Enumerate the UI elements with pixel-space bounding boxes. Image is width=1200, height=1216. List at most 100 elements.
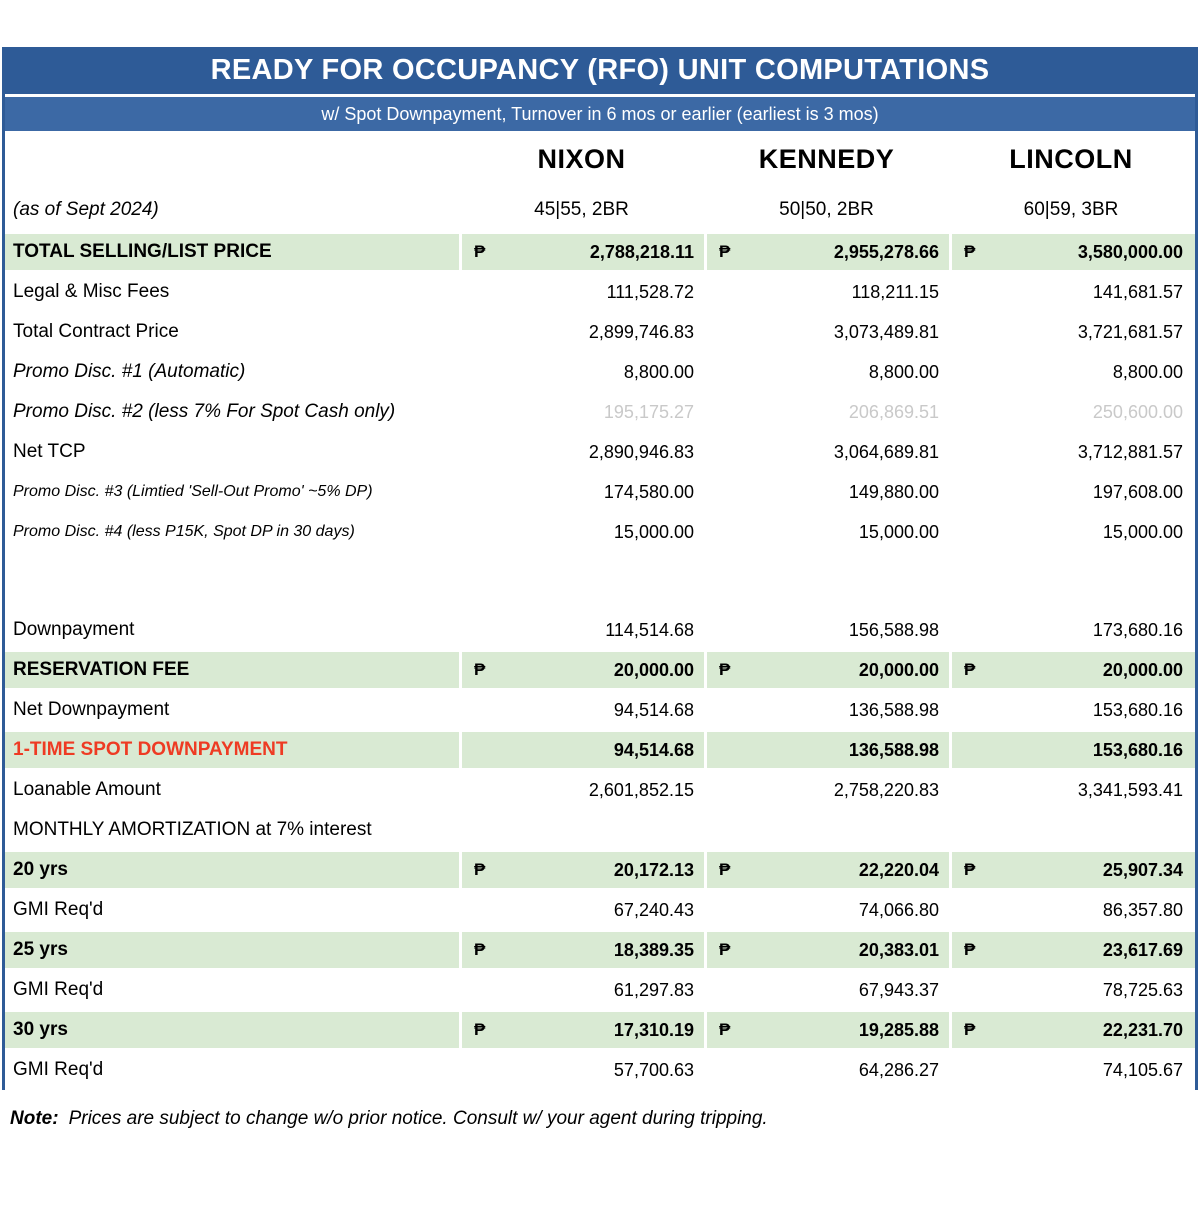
- value-cell: ₱ 17,310.19: [459, 1012, 704, 1048]
- table-row: GMI Req'd 57,700.63 64,286.27 74,105.67: [5, 1050, 1195, 1090]
- peso-sign: ₱: [474, 1020, 486, 1039]
- row-label: Total Contract Price: [13, 321, 179, 342]
- value-number: 15,000.00: [858, 521, 939, 542]
- value-number: 136,588.98: [848, 699, 939, 720]
- value-number: 15,000.00: [613, 521, 694, 542]
- column-spec-kennedy: 50|50, 2BR: [779, 198, 874, 220]
- row-label: Promo Disc. #3 (Limtied 'Sell-Out Promo'…: [13, 483, 373, 500]
- value-number: 78,725.63: [1102, 979, 1183, 1000]
- value-cell: [459, 810, 704, 850]
- peso-sign: ₱: [719, 860, 731, 879]
- table-row: GMI Req'd 67,240.43 74,066.80 86,357.80: [5, 890, 1195, 930]
- value-cell: 141,681.57: [949, 272, 1193, 312]
- peso-sign: ₱: [719, 940, 731, 959]
- row-label: 20 yrs: [13, 859, 68, 880]
- table-row: Net Downpayment 94,514.68 136,588.98 153…: [5, 690, 1195, 730]
- value-number: 8,800.00: [623, 361, 694, 382]
- value-number: 94,514.68: [613, 699, 694, 720]
- value-number: 23,617.69: [1102, 939, 1183, 960]
- value-cell: [704, 552, 949, 610]
- value-number: 57,700.63: [613, 1059, 694, 1080]
- value-number: 136,588.98: [848, 739, 939, 760]
- table-row: GMI Req'd 61,297.83 67,943.37 78,725.63: [5, 970, 1195, 1010]
- value-number: 111,528.72: [606, 281, 694, 302]
- value-number: 3,064,689.81: [833, 441, 939, 462]
- value-cell: 8,800.00: [949, 352, 1193, 392]
- value-cell: ₱ 18,389.35: [459, 932, 704, 968]
- value-cell: 86,357.80: [949, 890, 1193, 930]
- value-number: 74,066.80: [858, 899, 939, 920]
- as-of-label: (as of Sept 2024): [13, 198, 159, 220]
- value-cell: 15,000.00: [459, 512, 704, 552]
- value-cell: 3,721,681.57: [949, 312, 1193, 352]
- value-number: 20,000.00: [613, 659, 694, 680]
- value-cell: 153,680.16: [949, 732, 1193, 768]
- value-number: 20,000.00: [858, 659, 939, 680]
- value-number: 67,240.43: [613, 899, 694, 920]
- value-number: 195,175.27: [603, 401, 694, 422]
- table-rows: TOTAL SELLING/LIST PRICE ₱ 2,788,218.11 …: [5, 232, 1195, 1090]
- value-number: 8,800.00: [1112, 361, 1183, 382]
- row-label: Legal & Misc Fees: [13, 281, 170, 302]
- row-label: 30 yrs: [13, 1019, 68, 1040]
- row-label: Loanable Amount: [13, 779, 161, 800]
- row-label: MONTHLY AMORTIZATION at 7% interest: [13, 819, 372, 840]
- peso-sign: ₱: [719, 1020, 731, 1039]
- value-number: 17,310.19: [613, 1019, 694, 1040]
- row-label: Promo Disc. #4 (less P15K, Spot DP in 30…: [13, 523, 355, 540]
- column-spec-lincoln: 60|59, 3BR: [1023, 198, 1119, 220]
- value-cell: 2,601,852.15: [459, 770, 704, 810]
- row-label: RESERVATION FEE: [13, 659, 190, 680]
- value-cell: 74,105.67: [949, 1050, 1193, 1090]
- row-label: TOTAL SELLING/LIST PRICE: [13, 241, 272, 262]
- table-row: 25 yrs ₱ 18,389.35 ₱ 20,383.01 ₱ 23,617.…: [5, 930, 1195, 970]
- value-cell: [704, 810, 949, 850]
- value-cell: 3,712,881.57: [949, 432, 1193, 472]
- value-cell: 2,899,746.83: [459, 312, 704, 352]
- value-number: 197,608.00: [1092, 481, 1183, 502]
- note-prefix: Note:: [10, 1108, 59, 1129]
- value-cell: 74,066.80: [704, 890, 949, 930]
- row-label: Downpayment: [13, 619, 135, 640]
- value-number: 2,601,852.15: [588, 779, 694, 800]
- value-number: 153,680.16: [1092, 739, 1183, 760]
- table-row: Downpayment 114,514.68 156,588.98 173,68…: [5, 610, 1195, 650]
- value-number: 74,105.67: [1102, 1059, 1183, 1080]
- value-cell: 149,880.00: [704, 472, 949, 512]
- value-cell: 114,514.68: [459, 610, 704, 650]
- table-row: TOTAL SELLING/LIST PRICE ₱ 2,788,218.11 …: [5, 232, 1195, 272]
- peso-sign: ₱: [964, 1020, 976, 1039]
- table-row: Legal & Misc Fees 111,528.72 118,211.15 …: [5, 272, 1195, 312]
- value-number: 2,758,220.83: [833, 779, 939, 800]
- table-row: 30 yrs ₱ 17,310.19 ₱ 19,285.88 ₱ 22,231.…: [5, 1010, 1195, 1050]
- table-row: Promo Disc. #1 (Automatic) 8,800.00 8,80…: [5, 352, 1195, 392]
- value-cell: 78,725.63: [949, 970, 1193, 1010]
- peso-sign: ₱: [964, 940, 976, 959]
- value-cell: 2,890,946.83: [459, 432, 704, 472]
- value-cell: ₱ 22,231.70: [949, 1012, 1193, 1048]
- value-number: 3,721,681.57: [1077, 321, 1183, 342]
- value-number: 20,383.01: [858, 939, 939, 960]
- rfo-computation-sheet: READY FOR OCCUPANCY (RFO) UNIT COMPUTATI…: [2, 47, 1198, 1090]
- value-cell: ₱ 2,955,278.66: [704, 234, 949, 270]
- row-label: Promo Disc. #1 (Automatic): [13, 361, 246, 382]
- value-number: 2,955,278.66: [833, 241, 939, 262]
- value-cell: 15,000.00: [704, 512, 949, 552]
- value-cell: 153,680.16: [949, 690, 1193, 730]
- column-name-kennedy: KENNEDY: [758, 143, 895, 174]
- row-label: Promo Disc. #2 (less 7% For Spot Cash on…: [13, 401, 396, 422]
- table-row: Promo Disc. #2 (less 7% For Spot Cash on…: [5, 392, 1195, 432]
- peso-sign: ₱: [474, 660, 486, 679]
- peso-sign: ₱: [719, 660, 731, 679]
- peso-sign: ₱: [719, 242, 731, 261]
- value-cell: ₱ 19,285.88: [704, 1012, 949, 1048]
- value-number: 3,580,000.00: [1077, 241, 1183, 262]
- value-cell: ₱ 20,000.00: [949, 652, 1193, 688]
- value-number: 94,514.68: [613, 739, 694, 760]
- peso-sign: ₱: [964, 860, 976, 879]
- value-number: 2,890,946.83: [588, 441, 694, 462]
- value-cell: 118,211.15: [704, 272, 949, 312]
- value-number: 3,712,881.57: [1077, 441, 1183, 462]
- note-body: Prices are subject to change w/o prior n…: [68, 1108, 768, 1129]
- value-cell: 136,588.98: [704, 690, 949, 730]
